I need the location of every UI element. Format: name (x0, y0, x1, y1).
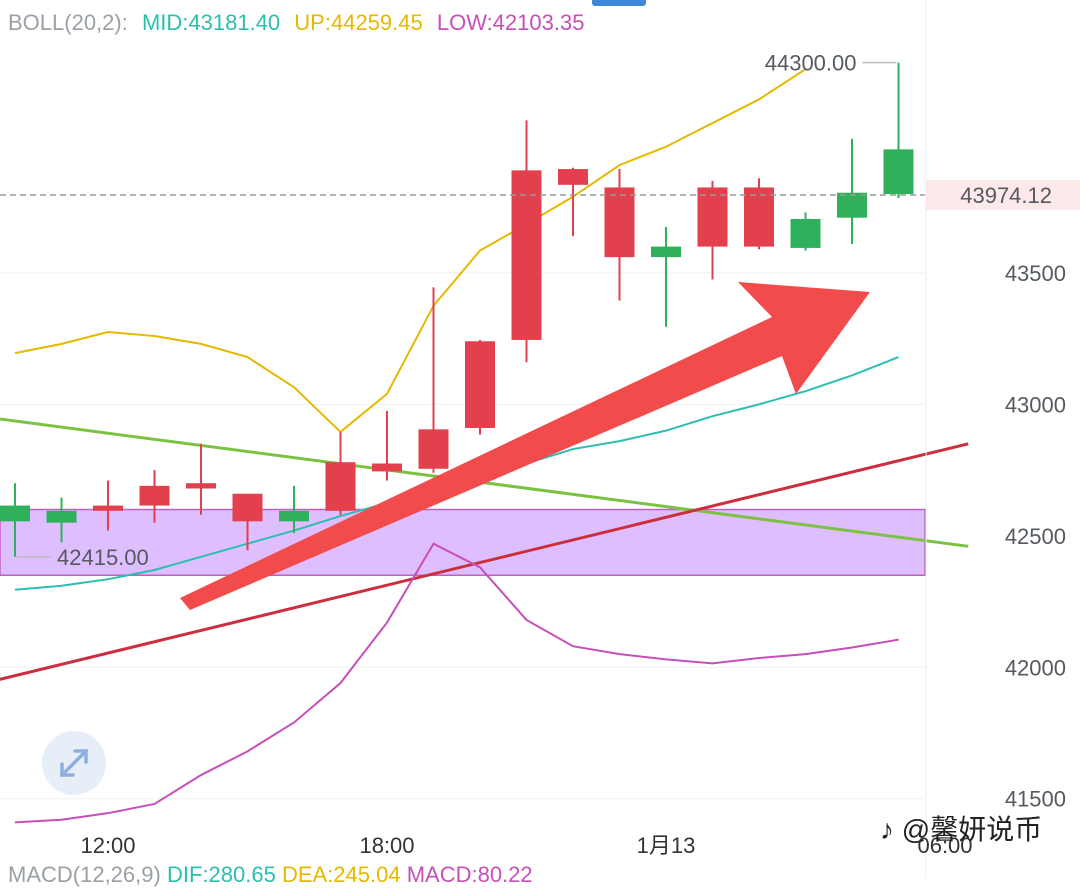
boll-upper-band (14, 68, 807, 434)
macd-value: MACD:80.22 (406, 862, 533, 887)
boll-lower-band (14, 542, 899, 824)
expand-arrows-icon (60, 749, 88, 777)
candle (790, 212, 821, 251)
current-price-badge (926, 180, 1080, 210)
candle-body (46, 510, 77, 523)
candle-body (372, 463, 402, 472)
candle-body (790, 219, 821, 248)
macd-dif: DIF:280.65 (166, 862, 276, 887)
candle (651, 226, 681, 327)
active-tab-indicator (592, 0, 646, 6)
candle (697, 180, 728, 280)
trendline (0, 442, 969, 681)
time-tick-label: 18:00 (359, 833, 414, 858)
candle (372, 410, 402, 481)
current-price-label: 43974.12 (960, 183, 1052, 208)
high-price-label: 44300.00 (765, 51, 857, 76)
candle (93, 480, 123, 531)
candle (325, 431, 356, 515)
candle-body (883, 149, 914, 195)
candle-body (651, 246, 681, 258)
time-tick-label: 06:00 (917, 833, 972, 858)
candle (232, 493, 263, 551)
uptrend-arrow (180, 282, 870, 610)
boll-legend: BOLL(20,2): MID:43181.40 UP:44259.45 LOW… (8, 10, 592, 36)
boll-low-value: LOW:42103.35 (436, 10, 585, 35)
boll-mid-value: MID:43181.40 (141, 10, 281, 35)
macd-legend: MACD(12,26,9) DIF:280.65 DEA:245.04 MACD… (8, 862, 533, 888)
candle (604, 169, 635, 301)
candle (186, 443, 216, 515)
candle (279, 485, 309, 534)
candle-body (697, 187, 728, 247)
candle (511, 120, 542, 363)
candle (139, 470, 170, 523)
boll-up-value: UP:44259.45 (294, 10, 423, 35)
macd-params[interactable]: MACD(12,26,9) (8, 862, 161, 887)
price-tick-label: 42500 (1005, 524, 1066, 549)
price-tick-label: 43000 (1005, 392, 1066, 417)
candles (0, 62, 914, 557)
candle (418, 287, 449, 473)
time-tick-label: 1月13 (637, 833, 696, 858)
candle-body (511, 170, 542, 340)
candle-body (465, 341, 495, 429)
candle (883, 62, 914, 198)
candle (46, 497, 77, 543)
candle-body (232, 493, 263, 522)
candle-body (93, 505, 123, 511)
candle (0, 483, 30, 557)
candle-body (418, 429, 449, 469)
price-annotations: 44300.00 42415.00 (17, 51, 897, 570)
fullscreen-button[interactable] (42, 731, 106, 795)
candle-body (279, 510, 309, 522)
candle (744, 178, 774, 250)
bollinger-bands (14, 68, 899, 824)
candle-body (744, 187, 774, 247)
candle-body (186, 483, 216, 489)
candle-body (837, 192, 867, 218)
boll-indicator-name[interactable]: BOLL(20,2): (8, 10, 128, 35)
candle (465, 339, 495, 435)
candle-body (325, 462, 356, 511)
price-tick-label: 41500 (1005, 787, 1066, 812)
price-tick-label: 42000 (1005, 655, 1066, 680)
candle-body (604, 187, 635, 258)
low-price-label: 42415.00 (57, 545, 149, 570)
time-tick-label: 12:00 (80, 833, 135, 858)
candle-body (139, 485, 170, 506)
price-axis: 43500 43000 42500 42000 41500 (1005, 261, 1066, 812)
candle (837, 138, 867, 244)
price-tick-label: 43500 (1005, 261, 1066, 286)
candle (558, 167, 588, 237)
tiktok-icon: ♪ (880, 814, 894, 845)
macd-dea: DEA:245.04 (281, 862, 401, 887)
time-axis: 12:00 18:00 1月13 06:00 (80, 833, 972, 858)
watermark: ♪ @馨妍说币 (880, 808, 1042, 848)
watermark-text: @馨妍说币 (901, 814, 1043, 845)
candle-body (558, 169, 588, 185)
candle-body (0, 505, 30, 522)
